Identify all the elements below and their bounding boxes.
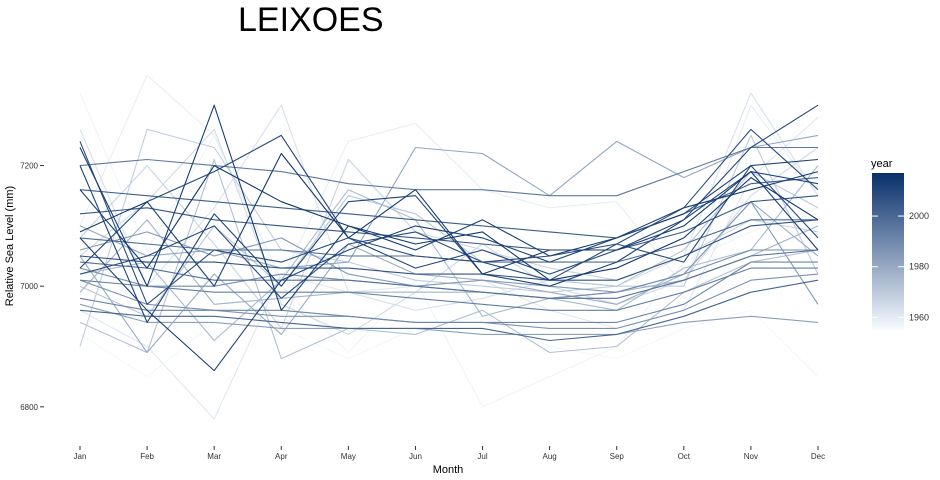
x-tick-label-oct: Oct [678,452,691,461]
x-tick-label-nov: Nov [744,452,758,461]
x-tick-label-jan: Jan [74,452,87,461]
x-tick-label-may: May [341,452,356,461]
legend-title: year [871,158,893,170]
series-line-2013 [79,104,819,311]
x-tick-label-apr: Apr [275,452,288,461]
legend-tick-label-2000: 2000 [909,211,929,221]
x-axis-title: Month [433,464,464,476]
series-line-1963 [79,92,819,311]
legend-tick-label-1960: 1960 [909,312,929,322]
legend-colorbar [872,173,904,330]
legend: year 1960 1980 2000 [871,158,929,330]
x-tick-label-feb: Feb [140,452,154,461]
series-line-2005 [79,195,819,251]
legend-ticks: 1960 1980 2000 [872,211,929,322]
series-line-1967 [79,158,819,329]
series-line-2001 [79,279,819,342]
series-line-2012 [79,158,819,372]
series-line-1975 [79,165,819,342]
series-line-1995 [79,146,818,197]
series-line-2014 [79,152,819,287]
series-line-1991 [79,261,818,323]
x-tick-label-dec: Dec [811,452,825,461]
y-axis-title: Relative Sea Level (mm) [4,186,16,306]
series-line-2015 [79,165,819,281]
x-tick-label-jul: Jul [477,452,487,461]
legend-tick-label-1980: 1980 [909,262,929,272]
y-tick-label-7000: 7000 [20,282,38,291]
series-line-1985 [79,201,819,305]
series-line-1997 [79,249,819,299]
series-lines [79,74,819,420]
y-axis: 6800 7000 7200 [20,162,44,412]
x-axis: Jan Feb Mar Apr May Jun Jul Aug Sep Oct Nov Dec [74,446,825,461]
y-tick-label-7200: 7200 [20,162,38,171]
series-line-1959 [79,74,819,287]
series-line-2003 [79,177,819,239]
series-line-1971 [79,171,819,317]
chart-title: LEIXOES [238,1,384,39]
x-tick-label-mar: Mar [207,452,221,461]
x-tick-label-jun: Jun [409,452,422,461]
x-tick-label-aug: Aug [543,452,557,461]
x-tick-label-sep: Sep [610,452,625,461]
y-tick-label-6800: 6800 [20,403,38,412]
series-line-2007 [79,219,819,281]
series-line-2010 [79,104,819,275]
series-line-1993 [79,267,818,311]
series-line-2011 [79,165,819,323]
series-line-1983 [79,303,819,335]
series-line-1981 [79,134,819,269]
